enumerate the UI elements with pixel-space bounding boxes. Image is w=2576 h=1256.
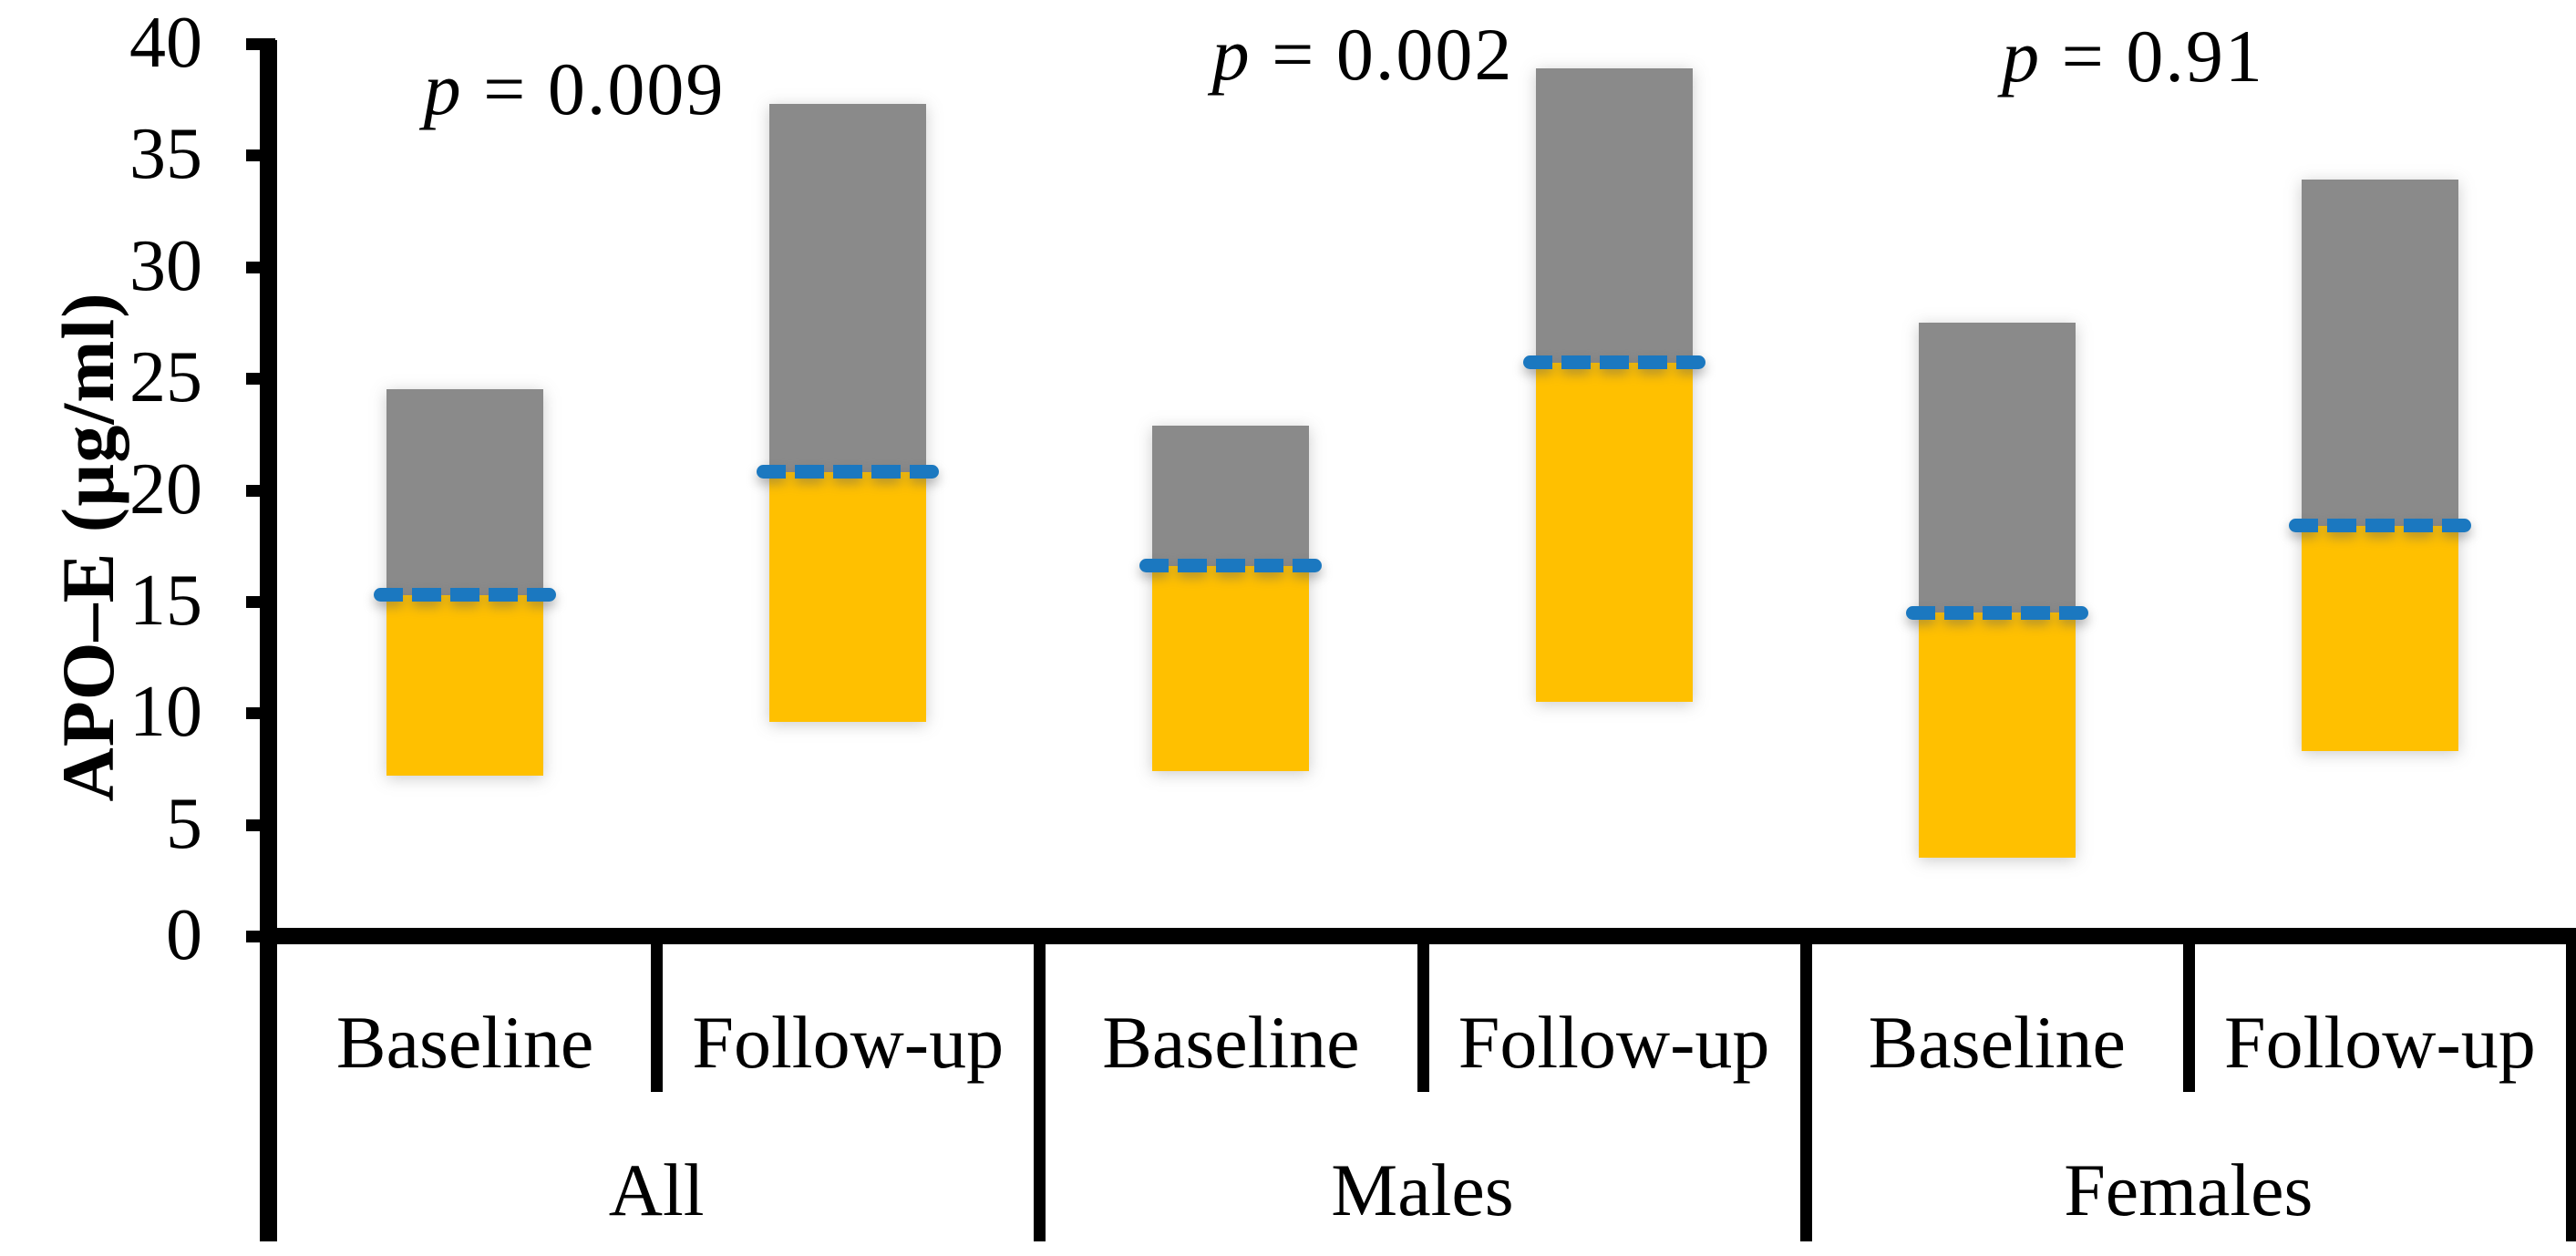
timepoint-separator-line (2182, 944, 2195, 1092)
y-tick-label: 10 (129, 672, 202, 753)
bar-lower-segment (769, 471, 927, 723)
bar-upper-segment (1152, 425, 1310, 566)
x-label-females-baseline: Baseline (1868, 1001, 2126, 1084)
x-axis-line (263, 928, 2576, 944)
bar-lower-segment (1918, 613, 2076, 859)
median-dash-line (757, 465, 940, 479)
range-bar-males-baseline (1152, 425, 1310, 771)
bar-lower-segment (2301, 525, 2458, 751)
bar-upper-segment (1918, 322, 2076, 613)
y-tick-label: 15 (129, 560, 202, 641)
x-label-females-follow-up: Follow-up (2224, 1001, 2536, 1084)
timepoint-separator-line (651, 944, 664, 1092)
bar-lower-segment (386, 594, 544, 776)
range-bar-all-baseline (386, 389, 544, 776)
y-tick-label: 5 (166, 783, 202, 864)
bar-upper-segment (1535, 67, 1693, 363)
range-bar-females-baseline (1918, 322, 2076, 859)
x-label-all-baseline: Baseline (335, 1001, 594, 1084)
bar-upper-segment (2301, 180, 2458, 526)
bar-lower-segment (1535, 362, 1693, 702)
timepoint-separator-line (1417, 944, 1429, 1092)
y-tick-label: 20 (129, 448, 202, 530)
x-label-males-follow-up: Follow-up (1458, 1001, 1770, 1084)
median-dash-line (1522, 355, 1705, 370)
y-tick-label: 0 (166, 895, 202, 975)
bar-upper-segment (386, 389, 544, 595)
median-dash-line (2288, 519, 2471, 533)
group-label-all: All (608, 1148, 705, 1231)
p-value-label-males: p = 0.002 (1211, 13, 1514, 96)
bar-upper-segment (769, 104, 927, 472)
group-separator-line (1034, 944, 1046, 1241)
range-bar-all-follow-up (769, 104, 927, 723)
group-label-females: Females (2064, 1148, 2313, 1231)
group-label-males: Males (1331, 1148, 1514, 1231)
y-tick-label: 30 (129, 225, 202, 306)
p-value-label-all: p = 0.009 (423, 47, 726, 130)
x-label-all-follow-up: Follow-up (692, 1001, 1005, 1084)
y-tick-label: 25 (129, 337, 202, 418)
range-bar-females-follow-up (2301, 180, 2458, 751)
p-value-label-females: p = 0.91 (2002, 15, 2264, 98)
median-dash-line (1905, 605, 2088, 620)
y-tick-label: 35 (129, 114, 202, 195)
median-dash-line (1139, 559, 1323, 573)
bar-lower-segment (1152, 565, 1310, 771)
x-label-males-baseline: Baseline (1102, 1001, 1360, 1084)
group-separator-line (1799, 944, 1812, 1241)
y-axis-line (259, 40, 277, 1241)
range-bar-males-follow-up (1535, 67, 1693, 702)
group-separator-line (2566, 944, 2576, 1241)
y-tick-label: 40 (129, 3, 202, 83)
median-dash-line (374, 588, 557, 602)
